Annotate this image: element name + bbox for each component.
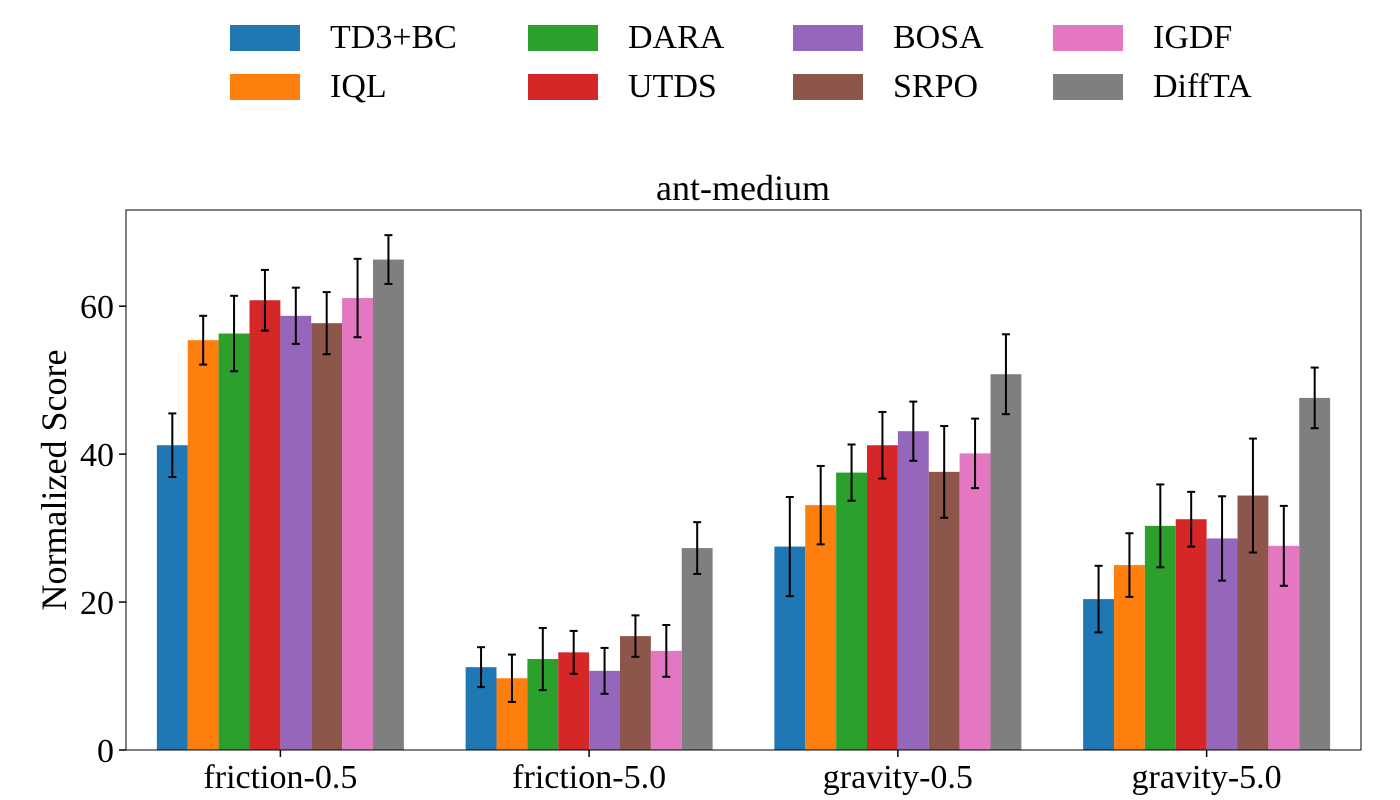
- error-bar: [600, 646, 609, 695]
- error-bar: [878, 410, 887, 480]
- y-tick-label: 40: [80, 437, 114, 474]
- bar-utds-gravity-5.0: [1175, 519, 1207, 750]
- error-bar: [569, 629, 578, 675]
- plot-frame: [125, 209, 1362, 751]
- legend-swatch: [528, 25, 598, 51]
- error-bar: [260, 268, 269, 332]
- x-tick-label: friction-5.0: [512, 759, 666, 796]
- legend-swatch: [230, 74, 300, 100]
- bar-td3-bc-friction-0.5: [156, 445, 188, 750]
- legend-label: UTDS: [628, 68, 717, 105]
- legend-swatch: [793, 25, 863, 51]
- error-bar: [1094, 564, 1103, 634]
- error-bar: [538, 626, 547, 692]
- bar-diffta-gravity-5.0: [1299, 397, 1331, 750]
- error-bar: [230, 294, 239, 373]
- legend-item: TD3+BC: [230, 18, 457, 58]
- x-axis: friction-0.5 friction-5.0 gravity-0.5 gravi…: [203, 750, 1282, 796]
- bar-dara-gravity-0.5: [836, 472, 867, 750]
- legend-swatch: [1053, 74, 1123, 100]
- legend-item: UTDS: [528, 67, 717, 107]
- error-bar: [847, 443, 856, 502]
- error-bar: [384, 234, 393, 285]
- error-bars-group: [168, 234, 1319, 703]
- error-bar: [1187, 490, 1196, 548]
- error-bar: [507, 653, 516, 703]
- legend-label: TD3+BC: [330, 19, 457, 56]
- error-bar: [322, 291, 331, 356]
- legend-item: DiffTA: [1053, 67, 1252, 107]
- y-tick-label: 20: [80, 585, 114, 622]
- error-bar: [291, 286, 300, 345]
- y-tick-label: 60: [80, 289, 114, 326]
- error-bar: [1218, 495, 1227, 582]
- legend-label: DiffTA: [1153, 68, 1252, 105]
- y-axis-label: Normalized Score: [34, 350, 74, 611]
- legend-swatch: [230, 25, 300, 51]
- legend-item: IQL: [230, 67, 387, 107]
- bars-group: [156, 259, 1331, 750]
- legend-swatch: [793, 74, 863, 100]
- legend-label: SRPO: [893, 68, 979, 105]
- bar-diffta-friction-0.5: [373, 259, 404, 750]
- y-axis: 0 20 40 60: [80, 289, 126, 770]
- legend-label: IGDF: [1153, 19, 1233, 56]
- bar-igdf-gravity-0.5: [959, 453, 991, 750]
- error-bar: [971, 417, 980, 490]
- legend-label: DARA: [628, 19, 725, 56]
- error-bar: [816, 464, 825, 546]
- error-bar: [353, 257, 362, 339]
- error-bar: [199, 314, 208, 366]
- error-bar: [631, 614, 640, 658]
- error-bar: [1001, 333, 1010, 416]
- legend-item: BOSA: [793, 18, 984, 58]
- y-tick-label: 0: [97, 733, 114, 770]
- chart-legend: TD3+BC IQL DARA UTDS BOSA SRPO IGDF DiffTA: [230, 18, 1330, 118]
- bar-utds-gravity-0.5: [867, 445, 898, 750]
- legend-swatch: [528, 74, 598, 100]
- bar-bosa-friction-0.5: [280, 315, 312, 750]
- bar-iql-friction-0.5: [187, 340, 219, 750]
- bar-diffta-friction-5.0: [681, 548, 713, 750]
- legend-swatch: [1053, 25, 1123, 51]
- error-bar: [940, 425, 949, 519]
- x-tick-label: friction-0.5: [203, 759, 357, 796]
- bar-srpo-friction-0.5: [311, 323, 343, 750]
- error-bar: [1248, 437, 1257, 554]
- bar-iql-gravity-0.5: [805, 505, 837, 750]
- error-bar: [662, 623, 671, 678]
- legend-item: DARA: [528, 18, 724, 58]
- error-bar: [785, 496, 794, 598]
- x-tick-label: gravity-0.5: [823, 759, 973, 796]
- bar-igdf-friction-0.5: [342, 298, 373, 750]
- error-bar: [477, 646, 486, 689]
- bar-utds-friction-0.5: [249, 300, 281, 750]
- bar-diffta-gravity-0.5: [990, 374, 1022, 750]
- legend-label: BOSA: [893, 19, 984, 56]
- error-bar: [693, 521, 702, 575]
- bar-bosa-gravity-0.5: [897, 431, 929, 750]
- error-bar: [1310, 366, 1319, 430]
- error-bar: [1125, 532, 1134, 598]
- legend-item: SRPO: [793, 67, 978, 107]
- x-tick-label: gravity-5.0: [1132, 759, 1282, 796]
- chart-title: ant-medium: [656, 168, 830, 208]
- error-bar: [909, 400, 918, 462]
- legend-item: IGDF: [1053, 18, 1232, 58]
- legend-label: IQL: [330, 68, 387, 105]
- bar-dara-friction-0.5: [218, 333, 250, 750]
- error-bar: [1156, 483, 1165, 569]
- error-bar: [1279, 504, 1288, 587]
- error-bar: [168, 412, 177, 479]
